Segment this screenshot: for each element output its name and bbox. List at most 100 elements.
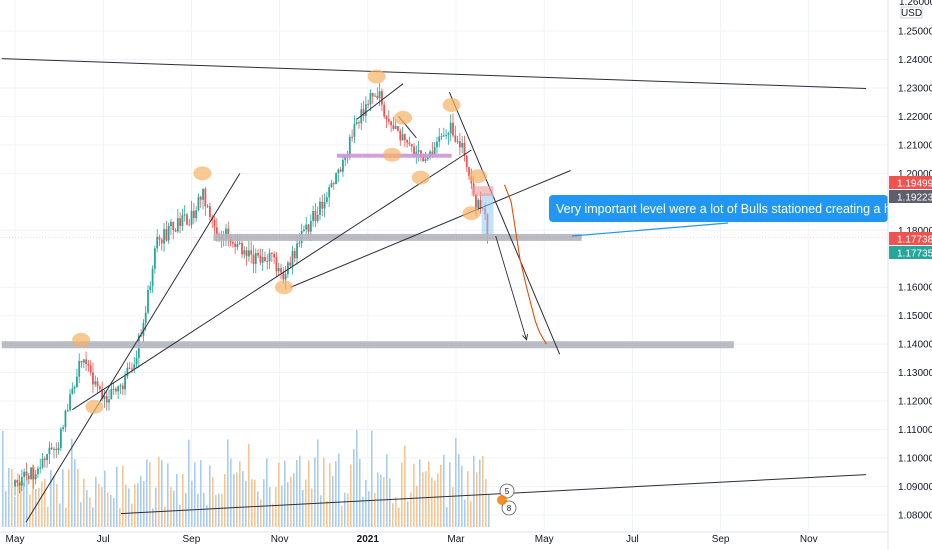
volume-bar [482, 455, 484, 527]
volume-bar [212, 477, 214, 527]
candle-body [298, 242, 301, 244]
candle-body [449, 122, 452, 134]
volume-bar [326, 500, 328, 527]
volume-bar [407, 501, 409, 527]
volume-bar [434, 480, 436, 527]
volume-bar [35, 488, 37, 527]
volume-bar [194, 462, 196, 527]
volume-bar [440, 464, 442, 527]
candle-body [415, 151, 418, 156]
volume-bar [305, 479, 307, 527]
volume-bar [422, 472, 424, 527]
volume-bar [80, 502, 82, 527]
y-tick-label: 1.16000 [898, 283, 932, 294]
candle-body [41, 458, 44, 468]
candle-body [87, 364, 90, 366]
uptrend-line-2 [72, 149, 472, 411]
candle-body [335, 173, 337, 185]
candle-body [82, 359, 85, 363]
candle-body [252, 254, 255, 264]
candle-body [463, 142, 466, 156]
candle-body [34, 474, 37, 480]
volume-bar [134, 484, 136, 527]
volume-bar [146, 459, 148, 527]
candle-body [250, 250, 253, 255]
callout-text[interactable]: Very important level were a lot of Bulls… [556, 202, 932, 216]
candle-body [101, 388, 104, 399]
volume-bar [188, 439, 190, 527]
candle-body [442, 135, 445, 137]
candle-body [362, 109, 365, 116]
candle-body [385, 116, 388, 120]
volume-bar [191, 480, 193, 527]
volume-bar [371, 430, 373, 527]
candle-body [426, 157, 429, 160]
candle-body [98, 386, 101, 389]
volume-bar [89, 497, 91, 527]
volume-bar [272, 503, 274, 527]
candle-body [397, 126, 399, 131]
volume-bar [425, 471, 427, 527]
volume-bar [47, 506, 49, 527]
candle-body [254, 253, 257, 264]
top-resistance-line [1, 58, 867, 90]
candle-body [337, 169, 340, 174]
candle-body [293, 251, 296, 259]
price-badge-label: 1.17738 [897, 235, 932, 246]
price-badge-label: 1.19223 [897, 193, 932, 204]
volume-bar [98, 483, 100, 527]
volume-bar [488, 494, 490, 527]
volume-bar [143, 481, 145, 527]
volume-bar [380, 474, 382, 527]
volume-bar [314, 457, 316, 527]
candle-body [399, 130, 402, 141]
candle-body [445, 134, 448, 136]
volume-bar [107, 492, 109, 527]
volume-bar [404, 445, 406, 527]
volume-bar [53, 475, 55, 527]
candle-body [381, 91, 383, 105]
candle-body [206, 206, 209, 208]
candle-body [323, 201, 326, 209]
candle-body [364, 104, 367, 116]
recent-red-box [471, 186, 494, 197]
candle-body [286, 262, 289, 275]
candle-body [23, 471, 26, 477]
volume-bar [311, 488, 313, 527]
volume-bar [77, 469, 79, 527]
candle-body [73, 386, 76, 389]
candle-body [248, 250, 250, 257]
volume-bar [230, 458, 232, 527]
x-tick-label: Nov [800, 534, 818, 545]
candle-body [66, 410, 69, 412]
candle-body [165, 229, 168, 241]
candle-body [309, 220, 312, 232]
candle-body [374, 95, 376, 97]
volume-bar [206, 504, 208, 527]
candle-body [112, 388, 115, 390]
price-badge-label: 1.19499 [897, 179, 932, 190]
candle-body [296, 243, 298, 259]
x-tick-label: Sep [183, 534, 201, 545]
y-tick-label: 1.09000 [898, 482, 932, 493]
x-tick-label: May [6, 534, 25, 545]
candle-body [183, 214, 186, 216]
candle-body [59, 428, 62, 448]
candle-body [43, 458, 46, 461]
support-zone [213, 233, 582, 241]
candle-body [358, 122, 360, 124]
y-tick-label: 1.22000 [898, 112, 932, 123]
marker-nov-low [275, 280, 294, 295]
volume-bar [239, 461, 241, 527]
candle-body [144, 312, 147, 323]
x-axis: May Jul Sep Nov 2021 Mar May Jul Sep Nov [0, 531, 888, 545]
candle-body [280, 268, 282, 273]
top-rising-line [356, 83, 404, 120]
candle-body [438, 136, 441, 142]
candle-body [186, 214, 188, 225]
uptrend-line-3 [290, 170, 571, 288]
volume-bar [347, 493, 349, 527]
